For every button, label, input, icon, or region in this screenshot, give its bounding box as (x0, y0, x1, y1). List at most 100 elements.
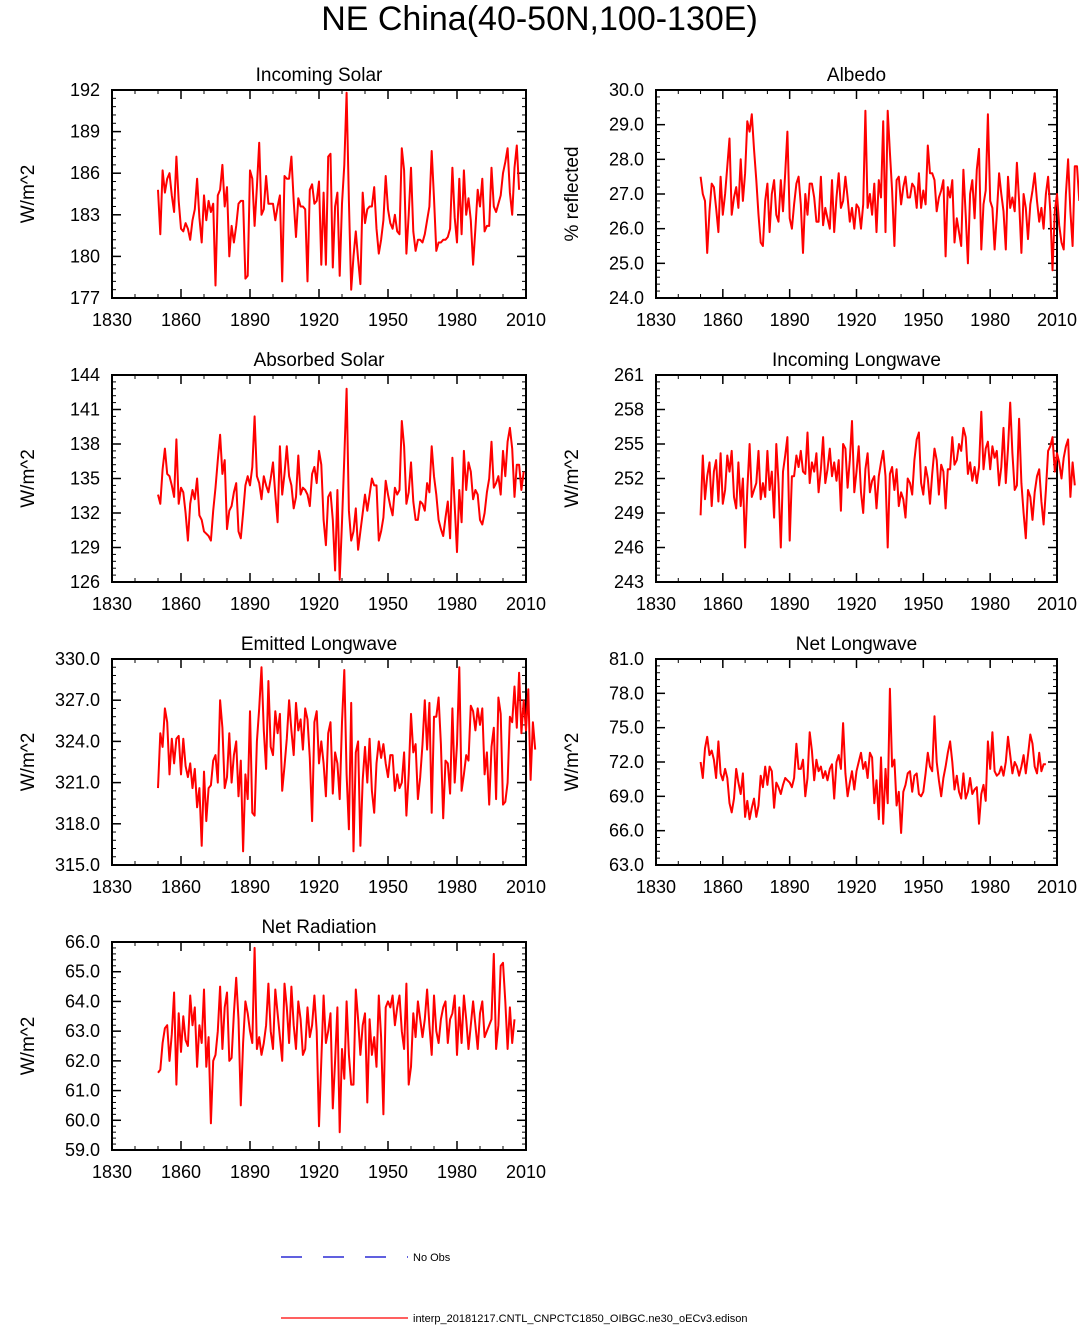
panel-title: Emitted Longwave (241, 634, 397, 655)
y-tick-label: 315.0 (55, 855, 100, 875)
y-tick-label: 25.0 (609, 253, 644, 273)
y-tick-label: 243 (614, 572, 644, 592)
x-tick-label: 2010 (506, 877, 546, 897)
x-tick-label: 1890 (770, 594, 810, 614)
x-tick-label: 1830 (92, 877, 132, 897)
y-tick-label: 249 (614, 503, 644, 523)
x-tick-label: 1890 (230, 310, 270, 330)
panel-title: Albedo (827, 65, 886, 86)
x-tick-label: 1920 (299, 310, 339, 330)
legend-obs-label: No Obs (413, 1252, 451, 1264)
y-tick-label: 141 (70, 400, 100, 420)
x-tick-label: 1830 (92, 594, 132, 614)
panel-incoming-solar: Incoming Solar W/m^2 1830 1860 1890 1920 1950 1… (18, 65, 546, 330)
data-series-line (157, 946, 516, 1134)
y-tick-label: 72.0 (609, 752, 644, 772)
y-axis-label: % reflected (562, 146, 583, 241)
y-tick-label: 330.0 (55, 649, 100, 669)
x-tick-label: 1950 (368, 1162, 408, 1182)
x-tick-label: 1980 (970, 310, 1010, 330)
x-tick-label: 1830 (636, 594, 676, 614)
x-tick-label: 1920 (299, 877, 339, 897)
y-tick-label: 65.0 (65, 962, 100, 982)
y-tick-label: 321.0 (55, 773, 100, 793)
y-axis-label: W/m^2 (18, 449, 39, 508)
panel-title: Net Radiation (261, 917, 376, 938)
x-tick-label: 1980 (970, 877, 1010, 897)
data-series-line (699, 109, 1079, 272)
y-tick-label: 177 (70, 288, 100, 308)
y-tick-label: 192 (70, 80, 100, 100)
panel-title: Incoming Solar (256, 65, 383, 86)
x-tick-label: 1920 (299, 1162, 339, 1182)
y-tick-label: 62.0 (65, 1051, 100, 1071)
x-tick-label: 1890 (230, 1162, 270, 1182)
y-tick-label: 78.0 (609, 683, 644, 703)
y-tick-label: 63.0 (609, 855, 644, 875)
x-tick-label: 1830 (636, 877, 676, 897)
y-tick-label: 28.0 (609, 149, 644, 169)
panel-absorbed-solar: Absorbed Solar W/m^2 1830 1860 1890 1920 1950 1… (18, 350, 546, 614)
y-tick-label: 246 (614, 538, 644, 558)
plot-frame (655, 89, 1058, 299)
y-tick-label: 59.0 (65, 1140, 100, 1160)
y-tick-label: 324.0 (55, 731, 100, 751)
x-tick-label: 1860 (161, 310, 201, 330)
x-tick-label: 1830 (92, 1162, 132, 1182)
x-tick-label: 1830 (636, 310, 676, 330)
y-tick-label: 30.0 (609, 80, 644, 100)
y-tick-label: 69.0 (609, 786, 644, 806)
data-series-line (157, 666, 537, 853)
x-tick-label: 1920 (836, 594, 876, 614)
legend: No Obs interp_20181217.CNTL_CNPCTC1850_OI… (281, 1252, 747, 1325)
y-tick-label: 63.0 (65, 1021, 100, 1041)
legend-model-label: interp_20181217.CNTL_CNPCTC1850_OIBGC.ne… (413, 1313, 747, 1325)
x-tick-label: 1950 (368, 877, 408, 897)
x-tick-label: 1950 (903, 877, 943, 897)
x-tick-label: 1980 (437, 1162, 477, 1182)
data-series-line (699, 401, 1076, 549)
panel-emitted-longwave: Emitted Longwave W/m^2 1830 1860 1890 1920 195… (18, 634, 546, 897)
y-tick-label: 66.0 (65, 932, 100, 952)
y-tick-label: 318.0 (55, 814, 100, 834)
x-tick-label: 1980 (437, 310, 477, 330)
y-tick-label: 27.0 (609, 184, 644, 204)
x-tick-label: 1860 (161, 594, 201, 614)
y-tick-label: 186 (70, 163, 100, 183)
x-tick-label: 2010 (1037, 594, 1077, 614)
x-tick-label: 1890 (770, 877, 810, 897)
y-tick-label: 132 (70, 503, 100, 523)
x-tick-label: 1980 (437, 877, 477, 897)
x-tick-label: 1830 (92, 310, 132, 330)
panel-incoming-longwave: Incoming Longwave W/m^2 1830 1860 1890 1920 19… (562, 350, 1077, 614)
x-tick-label: 2010 (1037, 310, 1077, 330)
x-tick-label: 1950 (368, 310, 408, 330)
y-tick-label: 60.0 (65, 1110, 100, 1130)
y-tick-label: 183 (70, 205, 100, 225)
x-tick-label: 1920 (836, 310, 876, 330)
x-tick-label: 1980 (437, 594, 477, 614)
x-tick-label: 1860 (161, 877, 201, 897)
y-tick-label: 24.0 (609, 288, 644, 308)
y-axis-label: W/m^2 (562, 449, 583, 508)
y-axis-label: W/m^2 (18, 1017, 39, 1076)
y-tick-label: 66.0 (609, 821, 644, 841)
x-tick-label: 2010 (1037, 877, 1077, 897)
x-tick-label: 2010 (506, 1162, 546, 1182)
y-tick-label: 327.0 (55, 690, 100, 710)
y-tick-label: 255 (614, 434, 644, 454)
y-tick-label: 129 (70, 538, 100, 558)
y-tick-label: 189 (70, 122, 100, 142)
x-tick-label: 1860 (703, 594, 743, 614)
y-tick-label: 81.0 (609, 649, 644, 669)
x-tick-label: 1920 (836, 877, 876, 897)
y-tick-label: 258 (614, 400, 644, 420)
panel-net-radiation: Net Radiation W/m^2 1830 1860 1890 1920 1950 19… (18, 917, 546, 1182)
y-tick-label: 180 (70, 246, 100, 266)
y-axis-label: W/m^2 (18, 165, 39, 224)
y-tick-label: 64.0 (65, 991, 100, 1011)
y-tick-label: 26.0 (609, 219, 644, 239)
y-tick-label: 61.0 (65, 1081, 100, 1101)
y-tick-label: 135 (70, 469, 100, 489)
